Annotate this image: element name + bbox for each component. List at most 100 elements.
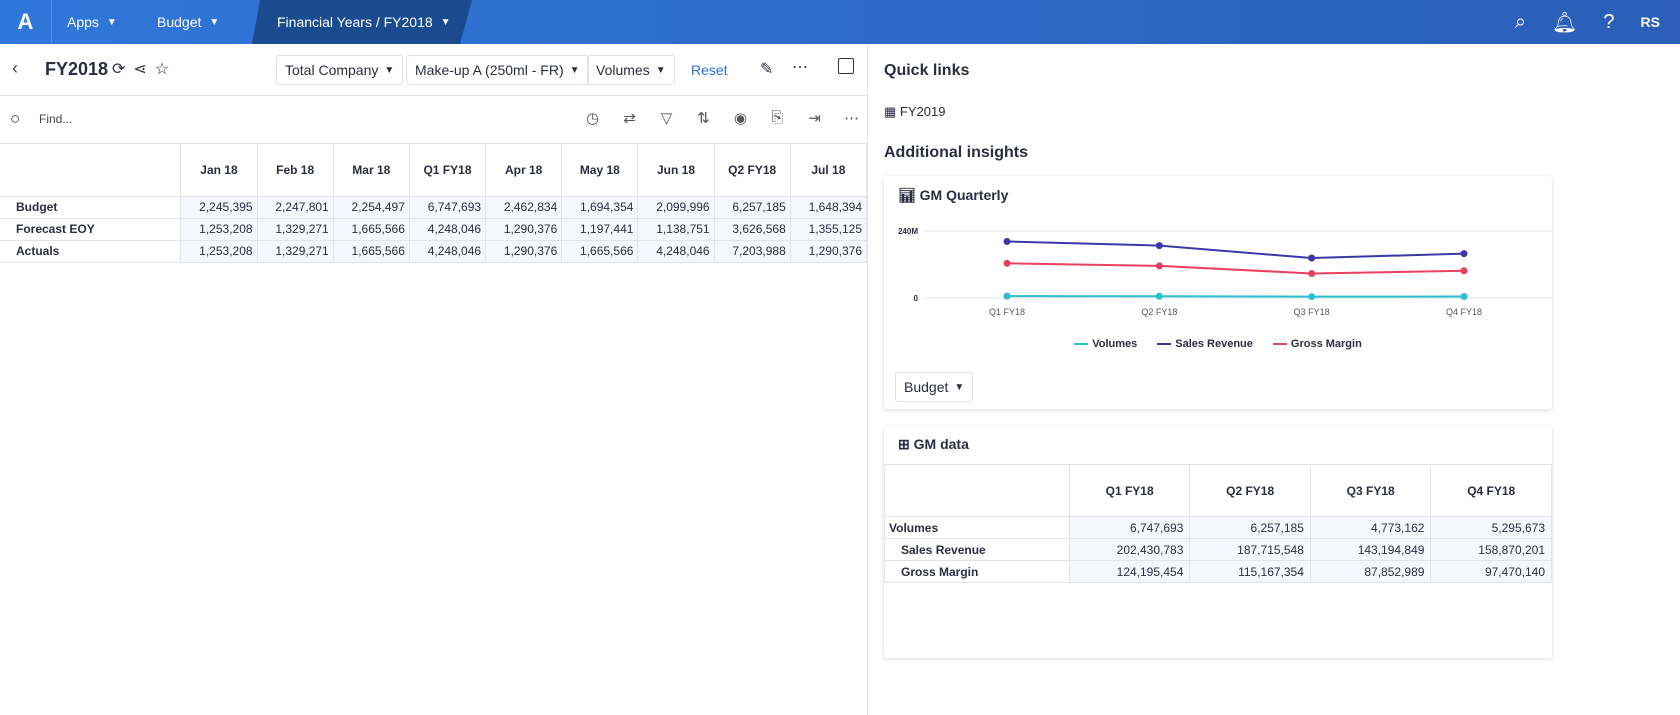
swap-icon[interactable]: ⇄: [623, 110, 636, 127]
row-label: Forecast EOY: [0, 217, 182, 241]
cell[interactable]: 1,329,271: [256, 217, 334, 241]
main-panel: ‹ FY2018 ⟳ ⋖ ☆ Total Company ▼ Make-up A (2…: [0, 44, 868, 715]
table-row: Gross Margin 124,195,454 115,167,354 87,852…: [884, 560, 1552, 583]
cell[interactable]: 1,694,354: [561, 195, 639, 219]
data-point: [1308, 269, 1316, 277]
cell[interactable]: 1,138,751: [637, 217, 715, 241]
cell[interactable]: 1,648,394: [789, 195, 868, 219]
eye-icon[interactable]: ◉: [733, 110, 748, 127]
cell[interactable]: 2,099,996: [637, 195, 715, 219]
cell[interactable]: 1,290,376: [789, 239, 868, 263]
cell[interactable]: 4,248,046: [408, 217, 487, 241]
bell-icon[interactable]: 🔔︎: [1552, 11, 1578, 34]
cell: 187,715,548: [1189, 538, 1311, 561]
chevron-down-icon: ▼: [384, 64, 395, 76]
x-tick-label: Q2 FY18: [1141, 307, 1177, 317]
cell[interactable]: 6,747,693: [408, 195, 487, 219]
more-icon[interactable]: ⋯: [792, 59, 808, 76]
corner-cell: [884, 464, 1070, 517]
cell[interactable]: 4,248,046: [637, 239, 715, 263]
column-header[interactable]: Feb 18: [257, 144, 334, 197]
legend-item[interactable]: Gross Margin: [1272, 338, 1362, 350]
x-tick-label: Q4 FY18: [1446, 307, 1482, 317]
cell[interactable]: 2,247,801: [256, 195, 334, 219]
y-tick-label: 0: [914, 294, 919, 303]
table-row: Budget 2,245,395 2,247,801 2,254,497 6,747,6…: [0, 195, 868, 219]
cell[interactable]: 1,355,125: [789, 217, 868, 241]
page-title: FY2018: [45, 59, 109, 79]
column-header[interactable]: Q2 FY18: [714, 144, 791, 197]
cell[interactable]: 1,329,271: [256, 239, 334, 263]
crumb-financial-years[interactable]: Financial Years / FY2018 ▼: [277, 0, 451, 44]
crumb-label: Apps: [67, 14, 99, 30]
refresh-icon[interactable]: ⟳: [112, 61, 126, 78]
column-header[interactable]: Q1 FY18: [409, 144, 487, 197]
column-header[interactable]: Jan 18: [180, 144, 258, 197]
column-header[interactable]: Jun 18: [637, 144, 715, 197]
help-icon[interactable]: ?: [1603, 10, 1615, 33]
column-header[interactable]: Apr 18: [485, 144, 563, 197]
share-icon[interactable]: ⋖: [133, 61, 147, 78]
cell: 4,773,162: [1309, 516, 1432, 539]
dropdown-scenario[interactable]: Budget ▼: [895, 372, 974, 402]
dropdown-measure[interactable]: Volumes ▼: [587, 55, 675, 85]
grid-search-icon: ▦: [884, 104, 897, 119]
bar-chart-icon: 📊︎: [898, 187, 916, 203]
column-header[interactable]: May 18: [561, 144, 639, 197]
cell[interactable]: 1,665,566: [332, 239, 410, 263]
dropdown-product[interactable]: Make-up A (250ml - FR) ▼: [406, 55, 589, 85]
cell[interactable]: 1,253,208: [180, 217, 258, 241]
collapse-panel-icon[interactable]: [838, 58, 854, 74]
chevron-down-icon: ▼: [440, 16, 451, 28]
cell[interactable]: 7,203,988: [713, 239, 791, 263]
chevron-down-icon: ▼: [655, 64, 666, 76]
export-icon[interactable]: ⇥: [808, 110, 821, 127]
dropdown-label: Volumes: [596, 62, 650, 78]
cell[interactable]: 1,665,566: [332, 217, 410, 241]
back-icon[interactable]: ‹: [12, 58, 18, 78]
cell[interactable]: 1,665,566: [561, 239, 639, 263]
cell[interactable]: 3,626,568: [713, 217, 791, 241]
cell: 202,430,783: [1068, 538, 1191, 561]
insights-panel: Quick links ▦ FY2019 Additional insights…: [869, 44, 1680, 715]
user-avatar[interactable]: RS: [1640, 14, 1660, 30]
logo[interactable]: A: [0, 0, 52, 44]
link-fy2019[interactable]: ▦ FY2019: [884, 104, 945, 120]
cell[interactable]: 1,290,376: [485, 239, 563, 263]
import-icon[interactable]: ⎘: [771, 109, 784, 126]
cell[interactable]: 4,248,046: [408, 239, 487, 263]
dropdown-company[interactable]: Total Company ▼: [276, 55, 404, 85]
legend-item[interactable]: Sales Revenue: [1157, 338, 1253, 350]
column-header[interactable]: Mar 18: [333, 144, 410, 197]
legend-label: Volumes: [1092, 338, 1138, 350]
search-icon[interactable]: ○: [10, 109, 21, 128]
cell[interactable]: 1,197,441: [561, 217, 639, 241]
filter-icon[interactable]: ▽: [660, 110, 673, 127]
column-header: Q2 FY18: [1189, 464, 1311, 517]
reset-button[interactable]: Reset: [691, 62, 728, 78]
row-label: Actuals: [0, 239, 182, 263]
legend-marker: [1074, 343, 1089, 346]
more-icon[interactable]: ⋯: [844, 110, 859, 127]
search-icon[interactable]: ⌕: [1514, 10, 1527, 33]
cell[interactable]: 6,257,185: [713, 195, 791, 219]
sort-icon[interactable]: ⇅: [697, 110, 710, 127]
dropdown-label: Total Company: [285, 62, 379, 78]
star-icon[interactable]: ☆: [154, 61, 170, 78]
cell[interactable]: 1,290,376: [485, 217, 563, 241]
crumb-budget[interactable]: Budget ▼: [157, 0, 219, 44]
table-card: ⊞ GM data Q1 FY18 Q2 FY18 Q3 FY18 Q4 FY18 Vo…: [884, 426, 1552, 658]
crumb-apps[interactable]: Apps ▼: [67, 0, 117, 44]
history-icon[interactable]: ◷: [585, 110, 600, 127]
data-point: [1003, 237, 1011, 245]
find-input[interactable]: Find...: [39, 112, 73, 126]
column-header[interactable]: Jul 18: [790, 144, 868, 197]
edit-icon[interactable]: ✎: [760, 61, 774, 78]
legend-item[interactable]: Volumes: [1074, 338, 1137, 350]
table-row: Sales Revenue 202,430,783 187,715,548 143,1…: [884, 538, 1552, 561]
cell[interactable]: 2,245,395: [180, 195, 258, 219]
chevron-down-icon: ▼: [954, 381, 965, 393]
cell[interactable]: 1,253,208: [180, 239, 258, 263]
cell[interactable]: 2,254,497: [332, 195, 410, 219]
cell[interactable]: 2,462,834: [485, 195, 563, 219]
